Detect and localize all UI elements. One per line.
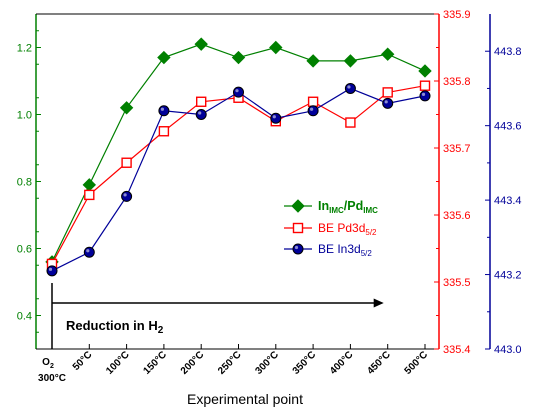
data-point-highlight [198,111,202,115]
right-axis-pd-tick-label: 335.5 [443,277,471,289]
data-point [119,101,134,115]
data-point-highlight [347,85,351,89]
legend-label-text: BE In3d [318,242,361,256]
data-point [195,109,207,120]
x-axis-tick-label: 300°C [38,373,66,384]
right-axis-in-tick-label: 443.6 [494,121,522,133]
data-point [158,126,170,137]
x-axis-tick-label: 250°C [216,349,244,377]
x-axis-tick-label: 450°C [365,349,393,377]
data-point-highlight [123,193,127,197]
legend-label-text: In [318,199,329,213]
data-point [380,47,395,61]
right-axis-pd-tick-label: 335.9 [443,9,471,21]
data-point [419,80,431,91]
data-point-highlight [48,267,53,271]
legend-label: BE Pd3d5/2 [318,221,377,237]
reduction-arrow-head [373,298,384,308]
left-axis-tick-label: 1.0 [17,110,32,122]
data-point [121,190,133,202]
right-axis-in-tick-label: 443.2 [494,270,522,282]
right-axis-in-tick-label: 443.8 [494,46,522,58]
data-point [231,50,246,65]
data-point [382,87,393,98]
legend-label-subscript: IMC [363,206,378,215]
legend-swatch-marker [292,243,304,255]
data-point [83,246,95,258]
data-point [269,40,283,55]
x-axis-tick-label: 150°C [142,349,170,377]
legend-label: BE In3d5/2 [318,242,372,258]
x-axis-tick-label: O2 [42,357,54,370]
legend-label-text: /Pd [344,199,363,213]
legend-label-subscript: 5/2 [365,228,377,237]
right-axis-pd-tick-label: 335.8 [443,76,471,88]
right-axis-in-tick-label: 443.4 [494,195,522,207]
x-axis-tick-label: 100°C [104,349,132,377]
right-axis-pd-tick-label: 335.7 [443,143,471,155]
series-line [51,85,426,265]
series-1 [46,80,431,270]
reduction-label: Reduction in H2 [66,318,164,336]
data-point [82,178,97,192]
x-axis-tick-label-subscript: 2 [50,363,54,370]
data-point [84,189,95,201]
legend-item-1: BE Pd3d5/2 [284,221,377,237]
left-axis-tick-label: 0.8 [17,177,32,189]
data-point [343,54,358,68]
legend-label: InIMC/PdIMC [318,199,378,215]
reduction-label-subscript: 2 [158,325,164,336]
legend-swatch-marker-highlight [294,245,299,250]
data-point [270,112,282,124]
chart-series [45,37,432,277]
data-point [194,37,208,51]
series-line [51,87,426,272]
data-point [195,96,207,107]
legend-label-subscript: 5/2 [361,249,373,258]
data-point-highlight [384,100,388,104]
data-point [307,96,319,107]
x-axis-tick-label: 350°C [291,349,319,377]
right-axis-pd-tick-label: 335.4 [443,344,471,356]
legend-label-subscript: IMC [329,206,344,215]
series-2 [46,82,431,277]
data-point-highlight [310,107,314,111]
x-axis-tick-label: 200°C [179,349,207,377]
x-axis-tick-label: 400°C [328,349,356,377]
legend-swatch-marker [292,222,304,234]
x-axis-tick-label: 300°C [253,349,281,377]
chart-annotation: Reduction in H2 [51,283,384,349]
left-axis-tick-label: 0.6 [17,244,32,256]
legend-item-2: BE In3d5/2 [284,242,372,258]
legend-label-text: BE Pd3d [318,221,365,235]
data-point [419,90,431,102]
x-axis-tick-label: 50°C [71,349,95,373]
legend-swatch-marker [291,199,305,213]
data-point [158,105,170,117]
x-axis-label: Experimental point [187,391,303,407]
data-point-highlight [235,89,239,93]
data-point [344,82,356,94]
data-point-highlight [421,92,426,96]
right-axis-in-tick-label: 443.0 [494,344,522,356]
data-point [418,64,432,78]
right-axis-pd-tick-label: 335.6 [443,210,471,222]
left-axis-tick-label: 1.2 [17,43,32,55]
data-point [46,265,58,277]
legend-item-0: InIMC/PdIMC [284,199,378,215]
data-point-highlight [272,115,276,119]
left-axis-tick-label: 0.4 [17,311,32,323]
data-point [157,50,171,65]
data-point-highlight [86,249,90,253]
data-point [382,97,394,109]
data-point [345,117,356,128]
data-point [121,157,132,168]
data-point [233,86,244,98]
data-point [306,54,320,68]
data-point [307,105,319,117]
x-axis-tick-label: 500°C [403,349,431,377]
data-point-highlight [160,107,164,111]
